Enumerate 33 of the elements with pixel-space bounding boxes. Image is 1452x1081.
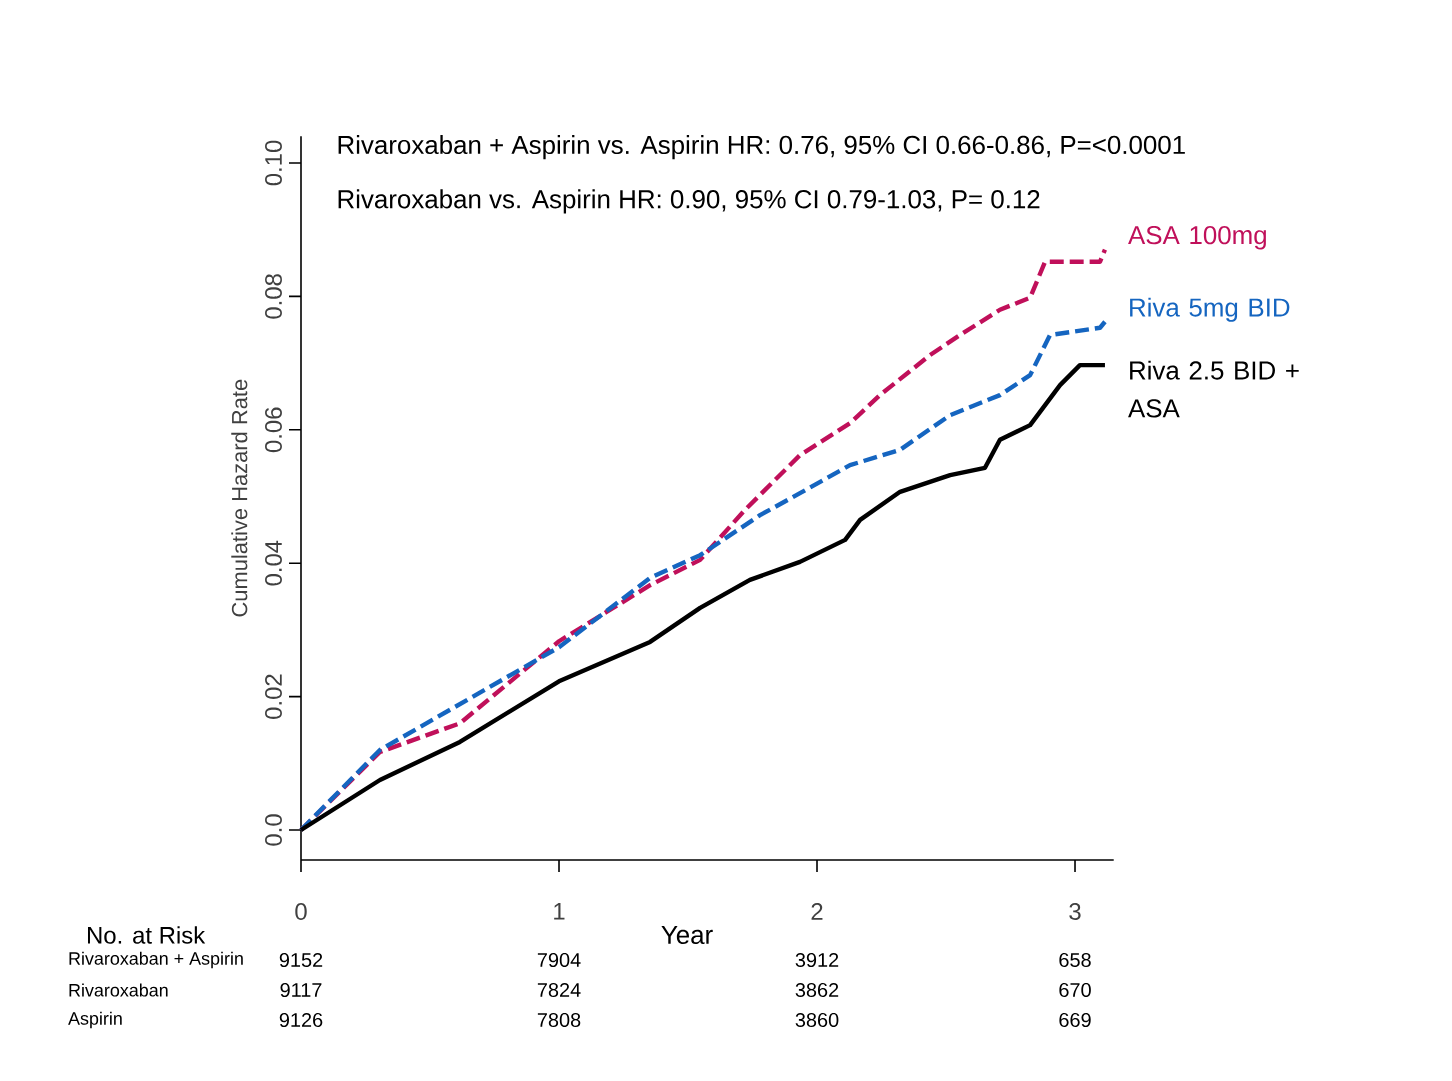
x-tick-label: 3	[1069, 903, 1081, 920]
y-tick-label: 0.0	[265, 814, 282, 846]
text: 9152	[279, 952, 323, 968]
y-tick-label: 0.06	[265, 407, 282, 453]
y-axis-title: Cumulative Hazard Rate	[231, 379, 248, 617]
text: 7904	[537, 952, 581, 968]
series-label: ASA 100mg	[1128, 225, 1266, 250]
text: 9117	[280, 982, 322, 998]
text: 9126	[279, 1012, 323, 1028]
text: 7824	[537, 982, 581, 998]
text: 3912	[795, 952, 839, 968]
text: 3862	[795, 982, 839, 998]
annotation: Rivaroxaban vs. Aspirin HR: 0.90, 95% CI 0.79-1.03, P= 0.12	[338, 189, 1040, 214]
x-tick-label: 0	[295, 903, 307, 920]
series-label: Riva 5mg BID	[1130, 297, 1290, 322]
x-tick-label: 1	[554, 903, 565, 920]
y-tick-label: 0.02	[265, 674, 282, 719]
series-label: Riva 2.5 BID + ASA	[1128, 360, 1299, 418]
y-tick-label: 0.04	[265, 540, 282, 586]
text: No. at Risk	[88, 926, 206, 944]
x-axis-title: Year	[661, 925, 713, 945]
text: 3860	[795, 1012, 839, 1028]
x-tick-label: 2	[811, 903, 823, 920]
annotation: Rivaroxaban + Aspirin vs. Aspirin HR: 0.76, 95% CI 0.66-0.86, P=<0.0001	[338, 135, 1185, 160]
text: 658	[1059, 952, 1091, 968]
text: 670	[1059, 982, 1091, 998]
text: Rivaroxaban	[69, 983, 168, 997]
text: Rivaroxaban + Aspirin	[69, 951, 243, 969]
text: 7808	[537, 1012, 581, 1028]
text: 669	[1059, 1012, 1091, 1028]
text: Aspirin	[68, 1011, 122, 1029]
y-tick-label: 0.10	[265, 140, 282, 186]
y-tick-label: 0.08	[265, 274, 282, 319]
